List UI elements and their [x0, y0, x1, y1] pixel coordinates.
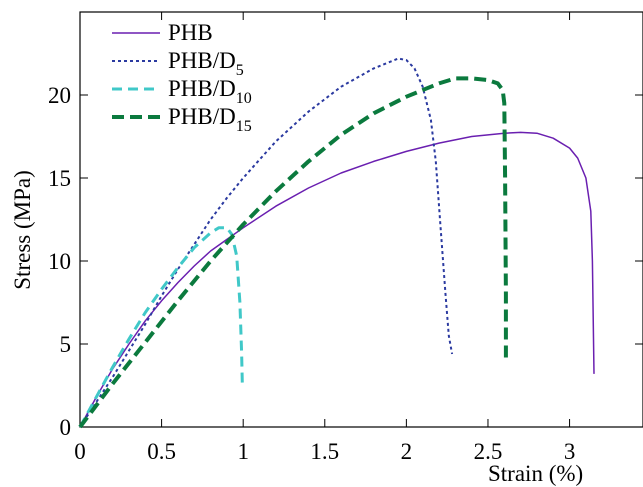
y-tick-label: 10	[48, 249, 71, 274]
x-tick-label: 0	[74, 439, 86, 464]
y-tick-label: 0	[60, 415, 72, 440]
x-axis-title: Strain (%)	[488, 461, 583, 486]
series-line-phb-d5	[79, 57, 454, 428]
y-tick-label: 5	[60, 332, 72, 357]
series-line-phb-d15	[78, 76, 508, 429]
legend-label-subscript: 5	[236, 62, 244, 79]
x-tick-label: 2	[401, 439, 413, 464]
y-axis-title: Stress (MPa)	[10, 170, 35, 289]
x-tick-label: 2.5	[474, 439, 503, 464]
x-axis-ticks: 0 0.5 1 1.5 2 2.5 3	[74, 12, 575, 464]
legend-label: PHB/D10	[168, 76, 252, 107]
plot-frame	[79, 11, 643, 428]
legend-label-base: PHB/D	[168, 104, 236, 129]
y-axis-ticks: 0 5 10 15 20	[48, 83, 643, 440]
legend-label: PHB/D15	[168, 104, 252, 135]
y-tick-label: 20	[48, 83, 71, 108]
series-line-phb-d10	[78, 226, 244, 428]
series-line-phb	[79, 131, 595, 428]
legend-label-subscript: 15	[236, 118, 252, 135]
x-tick-label: 1.5	[310, 439, 339, 464]
y-tick-label: 15	[48, 166, 71, 191]
legend-label: PHB/D5	[168, 48, 244, 79]
x-tick-label: 1	[237, 439, 249, 464]
series-layer	[78, 57, 595, 429]
legend-label-subscript: 10	[236, 90, 252, 107]
legend-label-base: PHB/D	[168, 48, 236, 73]
legend-label-base: PHB/D	[168, 76, 236, 101]
legend-label-base: PHB	[168, 20, 213, 45]
legend-label: PHB	[168, 20, 213, 45]
x-tick-label: 0.5	[147, 439, 176, 464]
x-tick-label: 3	[564, 439, 576, 464]
